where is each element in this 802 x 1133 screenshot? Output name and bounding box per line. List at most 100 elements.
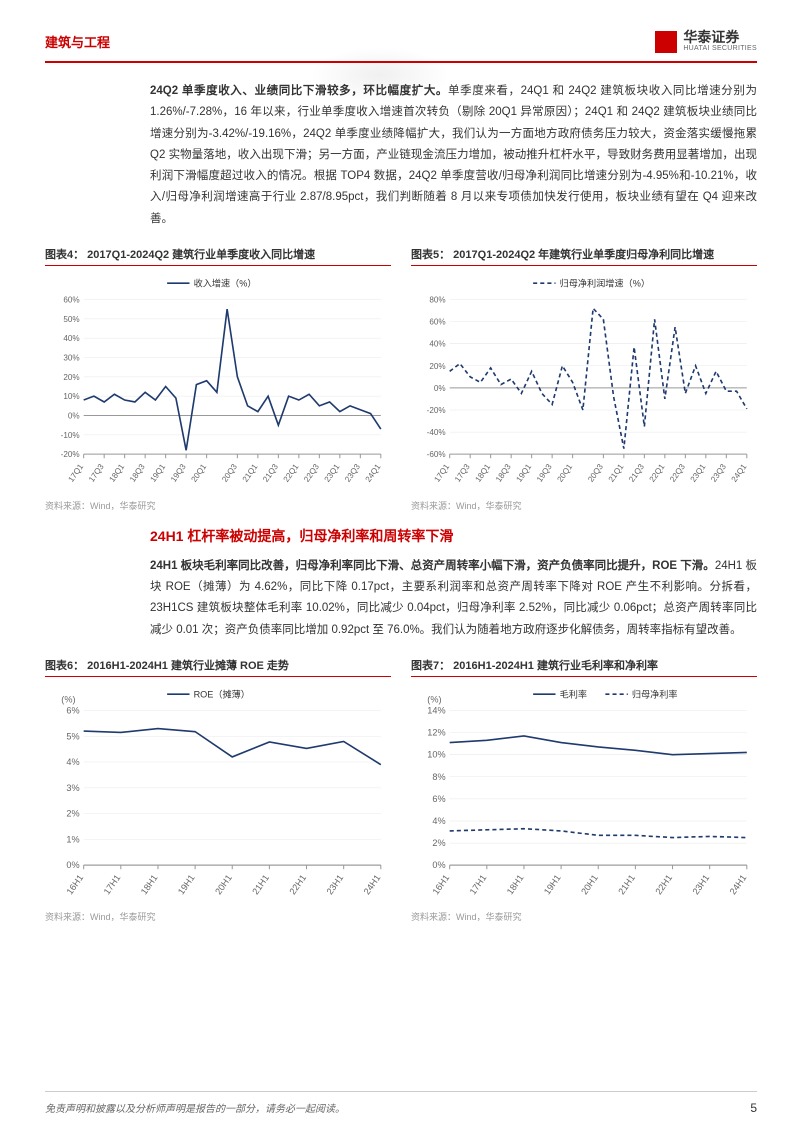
svg-text:23H1: 23H1	[325, 873, 346, 897]
svg-text:21Q1: 21Q1	[241, 462, 260, 484]
footer: 免责声明和披露以及分析师声明是报告的一部分，请务必一起阅读。 5	[45, 1091, 757, 1115]
svg-text:10%: 10%	[427, 750, 445, 760]
svg-text:12%: 12%	[427, 728, 445, 738]
svg-text:17Q1: 17Q1	[67, 462, 86, 484]
logo-cn: 华泰证券	[683, 30, 757, 45]
svg-text:40%: 40%	[429, 340, 445, 349]
svg-text:50%: 50%	[63, 315, 79, 324]
svg-text:30%: 30%	[63, 353, 79, 362]
svg-text:22Q1: 22Q1	[648, 462, 667, 484]
svg-text:-10%: -10%	[61, 431, 80, 440]
svg-text:6%: 6%	[432, 794, 445, 804]
page-number: 5	[750, 1101, 757, 1115]
svg-text:4%: 4%	[432, 816, 445, 826]
svg-text:80%: 80%	[429, 295, 445, 304]
svg-text:20Q1: 20Q1	[189, 462, 208, 484]
svg-text:23Q1: 23Q1	[689, 462, 708, 484]
para1-bold: 24Q2 单季度收入、业绩同比下滑较多，环比幅度扩大。	[150, 85, 448, 97]
svg-text:8%: 8%	[432, 772, 445, 782]
svg-text:5%: 5%	[66, 731, 79, 741]
svg-text:0%: 0%	[66, 860, 79, 870]
svg-text:60%: 60%	[429, 318, 445, 327]
svg-text:毛利率: 毛利率	[560, 688, 587, 699]
paragraph-2: 24H1 板块毛利率同比改善，归母净利率同比下滑、总资产周转率小幅下滑，资产负债…	[150, 556, 757, 641]
svg-text:24Q1: 24Q1	[730, 462, 749, 484]
svg-text:17H1: 17H1	[468, 873, 489, 897]
svg-text:19Q1: 19Q1	[149, 462, 168, 484]
svg-text:16H1: 16H1	[65, 873, 86, 897]
svg-text:0%: 0%	[68, 411, 80, 420]
svg-text:18H1: 18H1	[505, 873, 526, 897]
chart6-svg: 0%1%2%3%4%5%6%(%)16H117H118H119H120H121H…	[45, 682, 391, 906]
chart5-source: 资料来源：Wind，华泰研究	[411, 499, 757, 512]
header-category: 建筑与工程	[45, 32, 110, 51]
svg-text:19H1: 19H1	[542, 873, 563, 897]
svg-text:归母净利润增速（%）: 归母净利润增速（%）	[560, 277, 650, 288]
svg-text:18Q1: 18Q1	[108, 462, 127, 484]
chart5-svg: -60%-40%-20%0%20%40%60%80%17Q117Q318Q118…	[411, 271, 757, 495]
svg-text:6%: 6%	[66, 705, 79, 715]
svg-text:14%: 14%	[427, 705, 445, 715]
svg-text:40%: 40%	[63, 334, 79, 343]
svg-text:22Q3: 22Q3	[302, 462, 321, 484]
svg-text:21Q3: 21Q3	[627, 462, 646, 484]
svg-text:(%): (%)	[61, 694, 75, 704]
svg-text:18Q1: 18Q1	[474, 462, 493, 484]
svg-text:21Q1: 21Q1	[607, 462, 626, 484]
svg-text:24H1: 24H1	[362, 873, 383, 897]
logo-icon	[655, 31, 677, 53]
chart-7: 图表7： 2016H1-2024H1 建筑行业毛利率和净利率 0%2%4%6%8…	[411, 657, 757, 923]
chart7-svg: 0%2%4%6%8%10%12%14%(%)16H117H118H119H120…	[411, 682, 757, 906]
svg-text:22H1: 22H1	[287, 873, 308, 897]
svg-text:24H1: 24H1	[728, 873, 749, 897]
chart7-title: 图表7： 2016H1-2024H1 建筑行业毛利率和净利率	[411, 657, 757, 677]
section-title: 24H1 杠杆率被动提高，归母净利率和周转率下滑	[150, 526, 757, 546]
svg-text:0%: 0%	[432, 860, 445, 870]
svg-text:60%: 60%	[63, 295, 79, 304]
svg-text:20Q1: 20Q1	[555, 462, 574, 484]
logo: 华泰证券 HUATAI SECURITIES	[655, 30, 757, 53]
svg-text:0%: 0%	[434, 384, 446, 393]
svg-text:(%): (%)	[427, 694, 441, 704]
svg-text:16H1: 16H1	[431, 873, 452, 897]
svg-text:23Q3: 23Q3	[343, 462, 362, 484]
svg-text:22Q1: 22Q1	[282, 462, 301, 484]
svg-text:20%: 20%	[63, 373, 79, 382]
svg-text:21H1: 21H1	[616, 873, 637, 897]
charts-row-1: 图表4： 2017Q1-2024Q2 建筑行业单季度收入同比增速 -20%-10…	[45, 246, 757, 512]
svg-text:20H1: 20H1	[213, 873, 234, 897]
chart6-title: 图表6： 2016H1-2024H1 建筑行业摊薄 ROE 走势	[45, 657, 391, 677]
svg-text:18H1: 18H1	[139, 873, 160, 897]
para2-bold: 24H1 板块毛利率同比改善，归母净利率同比下滑、总资产周转率小幅下滑，资产负债…	[150, 560, 715, 572]
page: 建筑与工程 华泰证券 HUATAI SECURITIES 24Q2 单季度收入、…	[0, 0, 802, 1133]
footer-text: 免责声明和披露以及分析师声明是报告的一部分，请务必一起阅读。	[45, 1100, 345, 1115]
svg-text:2%: 2%	[66, 809, 79, 819]
chart6-source: 资料来源：Wind，华泰研究	[45, 910, 391, 923]
svg-text:ROE（摊薄）: ROE（摊薄）	[194, 688, 250, 699]
svg-text:20%: 20%	[429, 362, 445, 371]
svg-text:20Q3: 20Q3	[220, 462, 239, 484]
svg-text:19Q3: 19Q3	[535, 462, 554, 484]
svg-text:-20%: -20%	[61, 450, 80, 459]
svg-text:20Q3: 20Q3	[586, 462, 605, 484]
svg-text:22H1: 22H1	[653, 873, 674, 897]
svg-text:23Q1: 23Q1	[323, 462, 342, 484]
svg-text:17Q3: 17Q3	[87, 462, 106, 484]
svg-text:23H1: 23H1	[691, 873, 712, 897]
header: 建筑与工程 华泰证券 HUATAI SECURITIES	[45, 30, 757, 63]
chart4-source: 资料来源：Wind，华泰研究	[45, 499, 391, 512]
paragraph-1: 24Q2 单季度收入、业绩同比下滑较多，环比幅度扩大。单季度来看，24Q1 和 …	[150, 81, 757, 230]
chart-6: 图表6： 2016H1-2024H1 建筑行业摊薄 ROE 走势 0%1%2%3…	[45, 657, 391, 923]
svg-text:21H1: 21H1	[250, 873, 271, 897]
svg-text:17H1: 17H1	[102, 873, 123, 897]
svg-text:-20%: -20%	[427, 406, 446, 415]
charts-row-2: 图表6： 2016H1-2024H1 建筑行业摊薄 ROE 走势 0%1%2%3…	[45, 657, 757, 923]
svg-text:23Q3: 23Q3	[709, 462, 728, 484]
svg-text:收入增速（%）: 收入增速（%）	[194, 277, 257, 288]
svg-text:17Q3: 17Q3	[453, 462, 472, 484]
svg-text:19Q1: 19Q1	[515, 462, 534, 484]
chart5-title: 图表5： 2017Q1-2024Q2 年建筑行业单季度归母净利同比增速	[411, 246, 757, 266]
svg-text:22Q3: 22Q3	[668, 462, 687, 484]
chart7-source: 资料来源：Wind，华泰研究	[411, 910, 757, 923]
para1-text: 单季度来看，24Q1 和 24Q2 建筑板块收入同比增速分别为 1.26%/-7…	[150, 85, 757, 225]
